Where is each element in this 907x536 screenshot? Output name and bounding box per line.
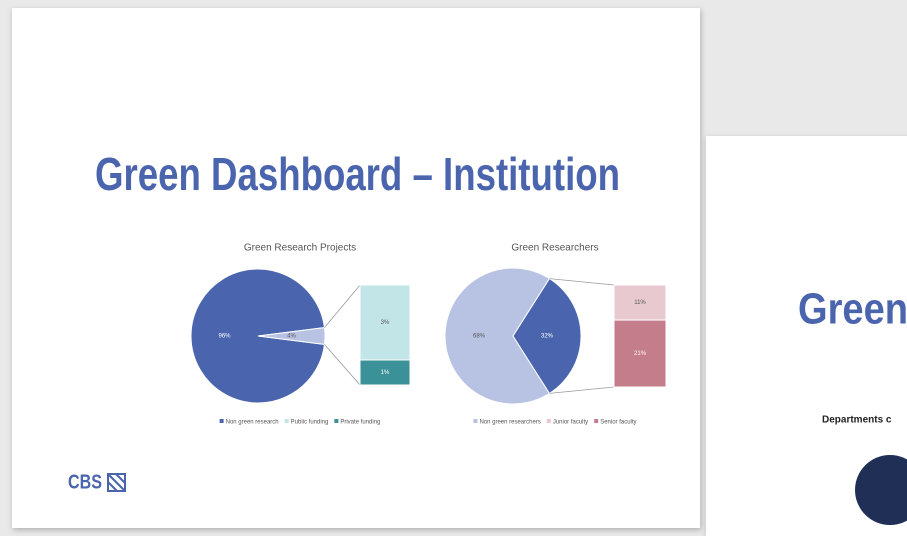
bar-label: 21% — [634, 351, 647, 357]
legend-swatch — [284, 419, 289, 423]
slide-title: Green Dashboard – Institution — [95, 148, 620, 200]
legend-label: Non green researchers — [479, 420, 540, 426]
bar-segment — [359, 284, 411, 361]
legend-swatch — [473, 419, 478, 423]
slice-label: 68% — [473, 334, 486, 340]
bar-label: 11% — [634, 300, 646, 306]
next-slide-subtitle: Departments c — [822, 415, 892, 426]
bar-label: 1% — [381, 370, 390, 376]
next-slide-pie — [855, 455, 907, 525]
slice-label: 32% — [541, 334, 554, 340]
legend-swatch — [219, 419, 224, 423]
legend-swatch — [334, 419, 339, 423]
slice-label: 4% — [287, 334, 296, 340]
legend-label: Senior faculty — [600, 420, 636, 426]
chart-title: Green Researchers — [511, 243, 598, 254]
pie-slice — [444, 267, 551, 405]
logo-icon — [107, 473, 126, 492]
pie-slice — [190, 268, 326, 404]
legend-label: Non green research — [226, 420, 279, 426]
pie-slice — [512, 277, 582, 395]
next-slide-title: Green — [798, 285, 907, 334]
legend-label: Public funding — [291, 420, 329, 426]
pie-slice — [257, 327, 326, 345]
legend-swatch — [546, 419, 551, 423]
connector — [324, 284, 361, 328]
bar-label: 3% — [381, 320, 390, 326]
legend-label: Junior faculty — [553, 420, 588, 426]
connector — [549, 386, 615, 394]
bar-segment — [613, 284, 667, 321]
chart-title: Green Research Projects — [244, 243, 356, 254]
logo: CBS — [68, 471, 102, 493]
connector — [549, 278, 615, 286]
bar-segment — [359, 359, 411, 386]
slide — [12, 8, 700, 528]
legend-swatch — [594, 419, 599, 423]
bar-segment — [613, 319, 667, 388]
connector — [324, 344, 361, 386]
legend-label: Private funding — [340, 420, 380, 426]
slice-label: 96% — [218, 334, 231, 340]
